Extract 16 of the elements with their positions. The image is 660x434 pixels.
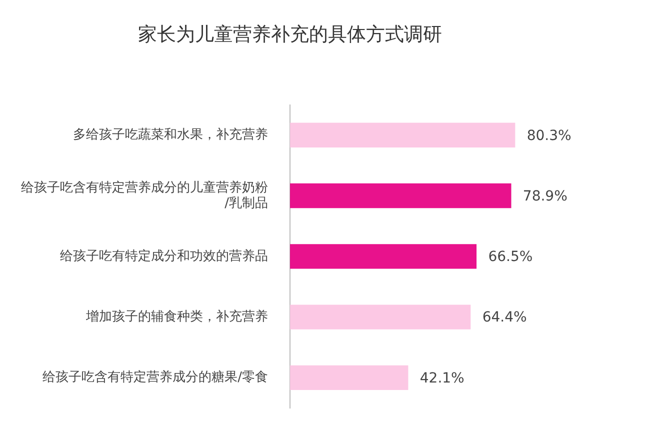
y-tick-label: 给孩子吃含有特定营养成分的糖果/零食 — [42, 369, 268, 386]
data-label: 66.5% — [488, 249, 533, 266]
y-tick-label: 增加孩子的辅食种类，补充营养 — [85, 308, 268, 324]
data-label: 78.9% — [522, 188, 568, 204]
y-tick-label: 给孩子吃有特定成分和功效的营养品 — [60, 248, 268, 264]
bar — [290, 304, 471, 330]
bar — [290, 244, 477, 269]
y-tick-label: 给孩子吃含有特定营养成分的儿童营养奶粉/乳制品 — [21, 179, 268, 211]
data-label: 42.1% — [420, 370, 464, 386]
bar — [290, 183, 512, 208]
y-tick-label: 多给孩子吃蔬菜和水果，补充营养 — [73, 126, 268, 142]
bar — [290, 365, 408, 390]
bar — [290, 122, 516, 148]
data-label: 80.3% — [526, 128, 572, 144]
chart-title: 家长为儿童营养补充的具体方式调研 — [138, 23, 442, 46]
data-label: 64.4% — [482, 310, 527, 326]
